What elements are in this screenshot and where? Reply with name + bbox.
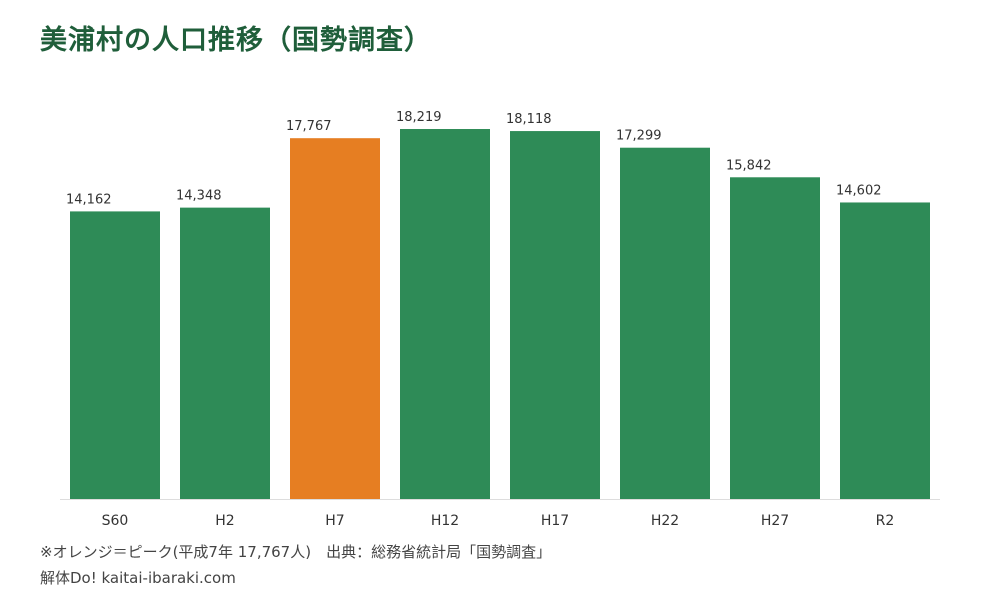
x-tick-label: R2	[876, 513, 895, 529]
bar-r2	[840, 202, 930, 499]
data-label: 14,162	[66, 192, 112, 207]
x-tick-label: H12	[431, 513, 459, 529]
data-label: 17,299	[616, 129, 662, 144]
data-label: 18,118	[506, 112, 552, 127]
data-label: 15,842	[726, 158, 772, 173]
bar-chart: 14,162 S60 14,348 H2 17,767 H7 18,219 H12 18,118…	[60, 110, 940, 529]
x-tick-label: H17	[541, 513, 569, 529]
data-label: 14,348	[176, 189, 222, 204]
bar-h17	[510, 131, 600, 499]
data-label: 14,602	[836, 183, 882, 198]
bar-s60	[70, 211, 160, 499]
x-tick-label: H27	[761, 513, 789, 529]
bar-h12	[400, 129, 490, 499]
x-tick-label: H2	[215, 513, 234, 529]
bar-h2	[180, 207, 270, 499]
chart-title: 美浦村の人口推移（国勢調査）	[40, 25, 432, 56]
x-tick-label: H7	[325, 513, 344, 529]
bar-h7	[290, 138, 380, 499]
x-tick-label: H22	[651, 513, 679, 529]
bar-h22	[620, 147, 710, 499]
data-label: 17,767	[286, 119, 332, 134]
bar-h27	[730, 177, 820, 500]
data-label: 18,219	[396, 110, 442, 125]
x-tick-label: S60	[102, 513, 129, 529]
source-credit: 解体Do! kaitai-ibaraki.com	[40, 569, 236, 587]
chart-note: ※オレンジ＝ピーク(平成7年 17,767人) 出典：総務省統計局「国勢調査」	[40, 543, 552, 561]
